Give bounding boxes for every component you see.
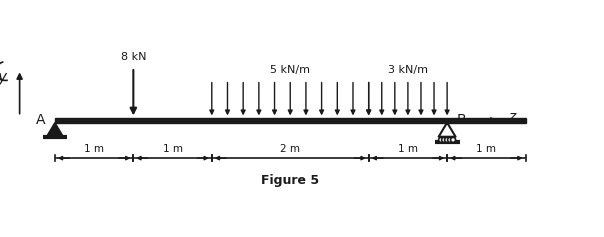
Circle shape bbox=[439, 137, 444, 142]
Text: 1 m: 1 m bbox=[162, 144, 182, 154]
Text: 1 m: 1 m bbox=[398, 144, 418, 154]
Text: 3 kN/m: 3 kN/m bbox=[388, 65, 428, 75]
Text: 8 kN: 8 kN bbox=[121, 52, 146, 62]
Bar bbox=[55, 118, 525, 123]
Circle shape bbox=[451, 137, 455, 142]
Text: 2 m: 2 m bbox=[280, 144, 300, 154]
Circle shape bbox=[448, 137, 452, 142]
Text: B: B bbox=[457, 113, 466, 127]
Polygon shape bbox=[47, 123, 63, 137]
Circle shape bbox=[445, 137, 449, 142]
Text: Figure 5: Figure 5 bbox=[261, 174, 320, 187]
Text: 1 m: 1 m bbox=[477, 144, 496, 154]
Text: 1 m: 1 m bbox=[84, 144, 104, 154]
Text: z: z bbox=[509, 110, 516, 124]
Text: y: y bbox=[0, 70, 7, 85]
Circle shape bbox=[442, 137, 446, 142]
Text: A: A bbox=[36, 113, 45, 127]
Text: 5 kN/m: 5 kN/m bbox=[270, 65, 310, 75]
